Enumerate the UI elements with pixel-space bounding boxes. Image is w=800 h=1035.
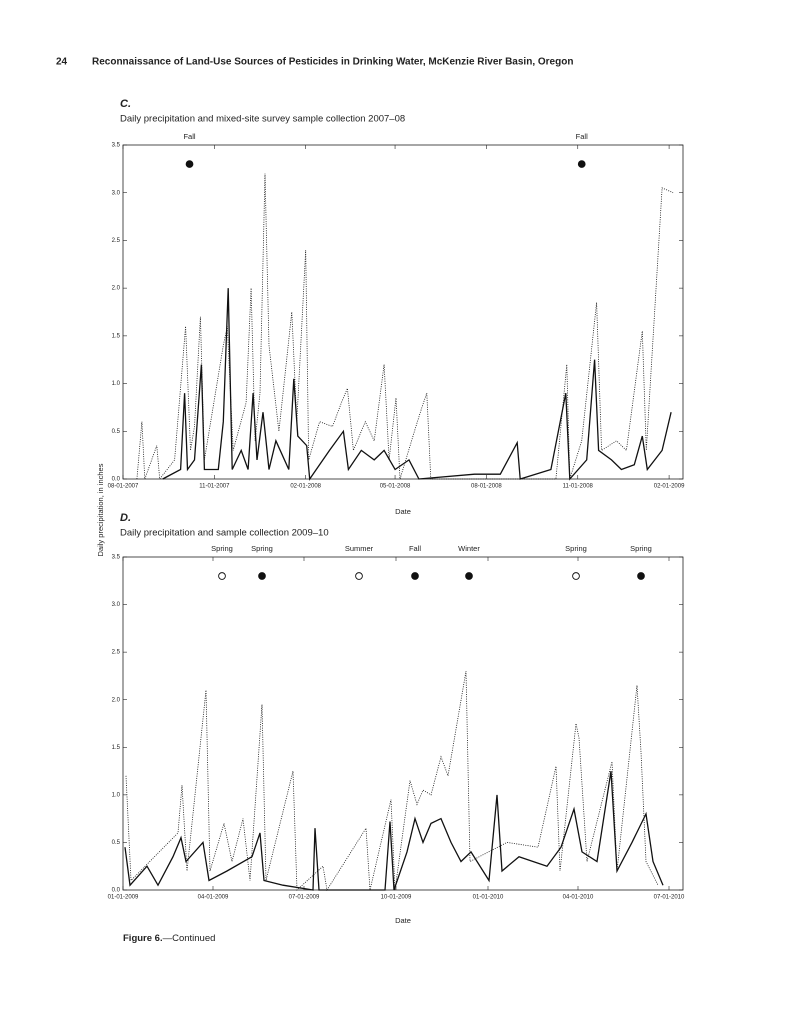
caption: Figure 6.—Continued xyxy=(123,933,215,944)
sample-marker xyxy=(577,160,586,168)
x-tick-label: 07-01-2010 xyxy=(654,895,685,901)
y-tick-label: 2.5 xyxy=(112,238,121,244)
page-number: 24 xyxy=(56,57,68,68)
season-label: Summer xyxy=(345,544,374,553)
y-tick-label: 1.0 xyxy=(112,792,121,798)
running-title: Reconnaissance of Land-Use Sources of Pe… xyxy=(92,57,573,68)
y-tick-label: 2.0 xyxy=(112,286,121,292)
x-tick-label: 01-01-2010 xyxy=(473,895,504,901)
x-axis-label: Date xyxy=(395,507,411,516)
y-tick-label: 0.5 xyxy=(112,429,121,435)
season-label: Fall xyxy=(576,132,588,141)
x-tick-label: 08-01-2007 xyxy=(108,484,139,490)
precipitation-line xyxy=(136,173,674,481)
sample-marker xyxy=(465,572,473,580)
sample-marker xyxy=(355,572,363,580)
season-label: Fall xyxy=(409,544,421,553)
y-tick-label: 0.5 xyxy=(112,840,121,846)
y-tick-label: 2.0 xyxy=(112,697,121,703)
season-label: Spring xyxy=(565,544,587,553)
x-tick-label: 08-01-2008 xyxy=(471,484,502,490)
plot-frame xyxy=(122,144,684,480)
y-tick-label: 3.0 xyxy=(112,602,121,608)
y-tick-label: 3.5 xyxy=(112,555,121,561)
y-tick-label: 0.0 xyxy=(112,477,121,483)
x-tick-label: 04-01-2010 xyxy=(563,895,594,901)
y-tick-label: 1.5 xyxy=(112,333,121,339)
sample-marker xyxy=(218,572,226,580)
x-tick-label: 10-01-2009 xyxy=(381,895,412,901)
x-tick-label: 02-01-2008 xyxy=(290,484,321,490)
season-label: Winter xyxy=(458,544,480,553)
x-tick-label: 07-01-2009 xyxy=(289,895,320,901)
season-label: Spring xyxy=(211,544,233,553)
y-tick-label: 3.5 xyxy=(112,143,121,149)
x-tick-label: 11-01-2008 xyxy=(563,484,594,490)
chart-title: Daily precipitation and sample collectio… xyxy=(120,528,329,539)
plot-frame xyxy=(122,556,684,891)
y-tick-label: 3.0 xyxy=(112,190,121,196)
y-tick-label: 0.0 xyxy=(112,888,121,894)
season-label: Spring xyxy=(251,544,273,553)
x-tick-label: 01-01-2009 xyxy=(108,895,139,901)
sample-marker xyxy=(637,572,645,580)
chart-title: Daily precipitation and mixed-site surve… xyxy=(120,114,405,125)
panel-label: D. xyxy=(120,512,131,524)
sample-marker xyxy=(411,572,419,580)
season-label: Fall xyxy=(183,132,195,141)
x-tick-label: 04-01-2009 xyxy=(198,895,229,901)
sample-marker xyxy=(572,572,580,580)
y-axis-label: Daily precipitation, in inches xyxy=(96,463,105,556)
precipitation-line xyxy=(162,288,672,481)
x-tick-label: 05-01-2008 xyxy=(380,484,411,490)
precipitation-line xyxy=(124,771,664,891)
y-tick-label: 1.0 xyxy=(112,381,121,387)
caption-label: Figure 6. xyxy=(123,933,163,944)
x-tick-label: 11-01-2007 xyxy=(199,484,230,490)
season-label: Spring xyxy=(630,544,652,553)
panel-label: C. xyxy=(120,98,131,110)
sample-marker xyxy=(258,572,266,580)
precipitation-line xyxy=(125,671,659,892)
sample-marker xyxy=(185,160,194,168)
caption-text: —Continued xyxy=(163,933,216,944)
y-tick-label: 2.5 xyxy=(112,650,121,656)
x-tick-label: 02-01-2009 xyxy=(654,484,685,490)
y-tick-label: 1.5 xyxy=(112,745,121,751)
x-axis-label: Date xyxy=(395,916,411,925)
